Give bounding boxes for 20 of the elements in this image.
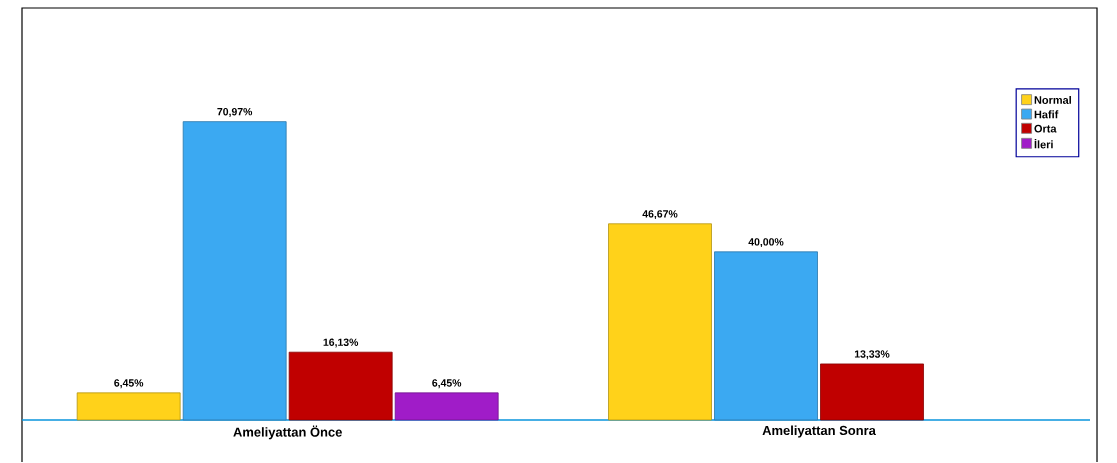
data-label: 6,45%: [114, 379, 144, 389]
x-tick-label: Ameliyattan Önce: [233, 425, 342, 440]
data-label: 40,00%: [748, 238, 784, 248]
legend-label: İleri: [1034, 139, 1053, 149]
bar: [820, 363, 924, 421]
legend-label: Orta: [1034, 124, 1057, 133]
x-tick-label: Ameliyattan Sonra: [762, 425, 876, 438]
data-label: 46,67%: [642, 210, 678, 220]
data-label: 13,33%: [854, 350, 890, 360]
bar: [608, 223, 712, 421]
data-label: 70,97%: [217, 108, 253, 118]
data-label: 16,13%: [323, 338, 359, 348]
bar: [714, 251, 818, 421]
legend-label: Hafif: [1034, 110, 1059, 119]
bar: [182, 121, 287, 421]
bar: [394, 392, 499, 421]
legend-label: Normal: [1034, 96, 1071, 105]
data-label: 6,45%: [432, 379, 462, 389]
bar: [288, 351, 393, 421]
bar: [76, 392, 181, 421]
